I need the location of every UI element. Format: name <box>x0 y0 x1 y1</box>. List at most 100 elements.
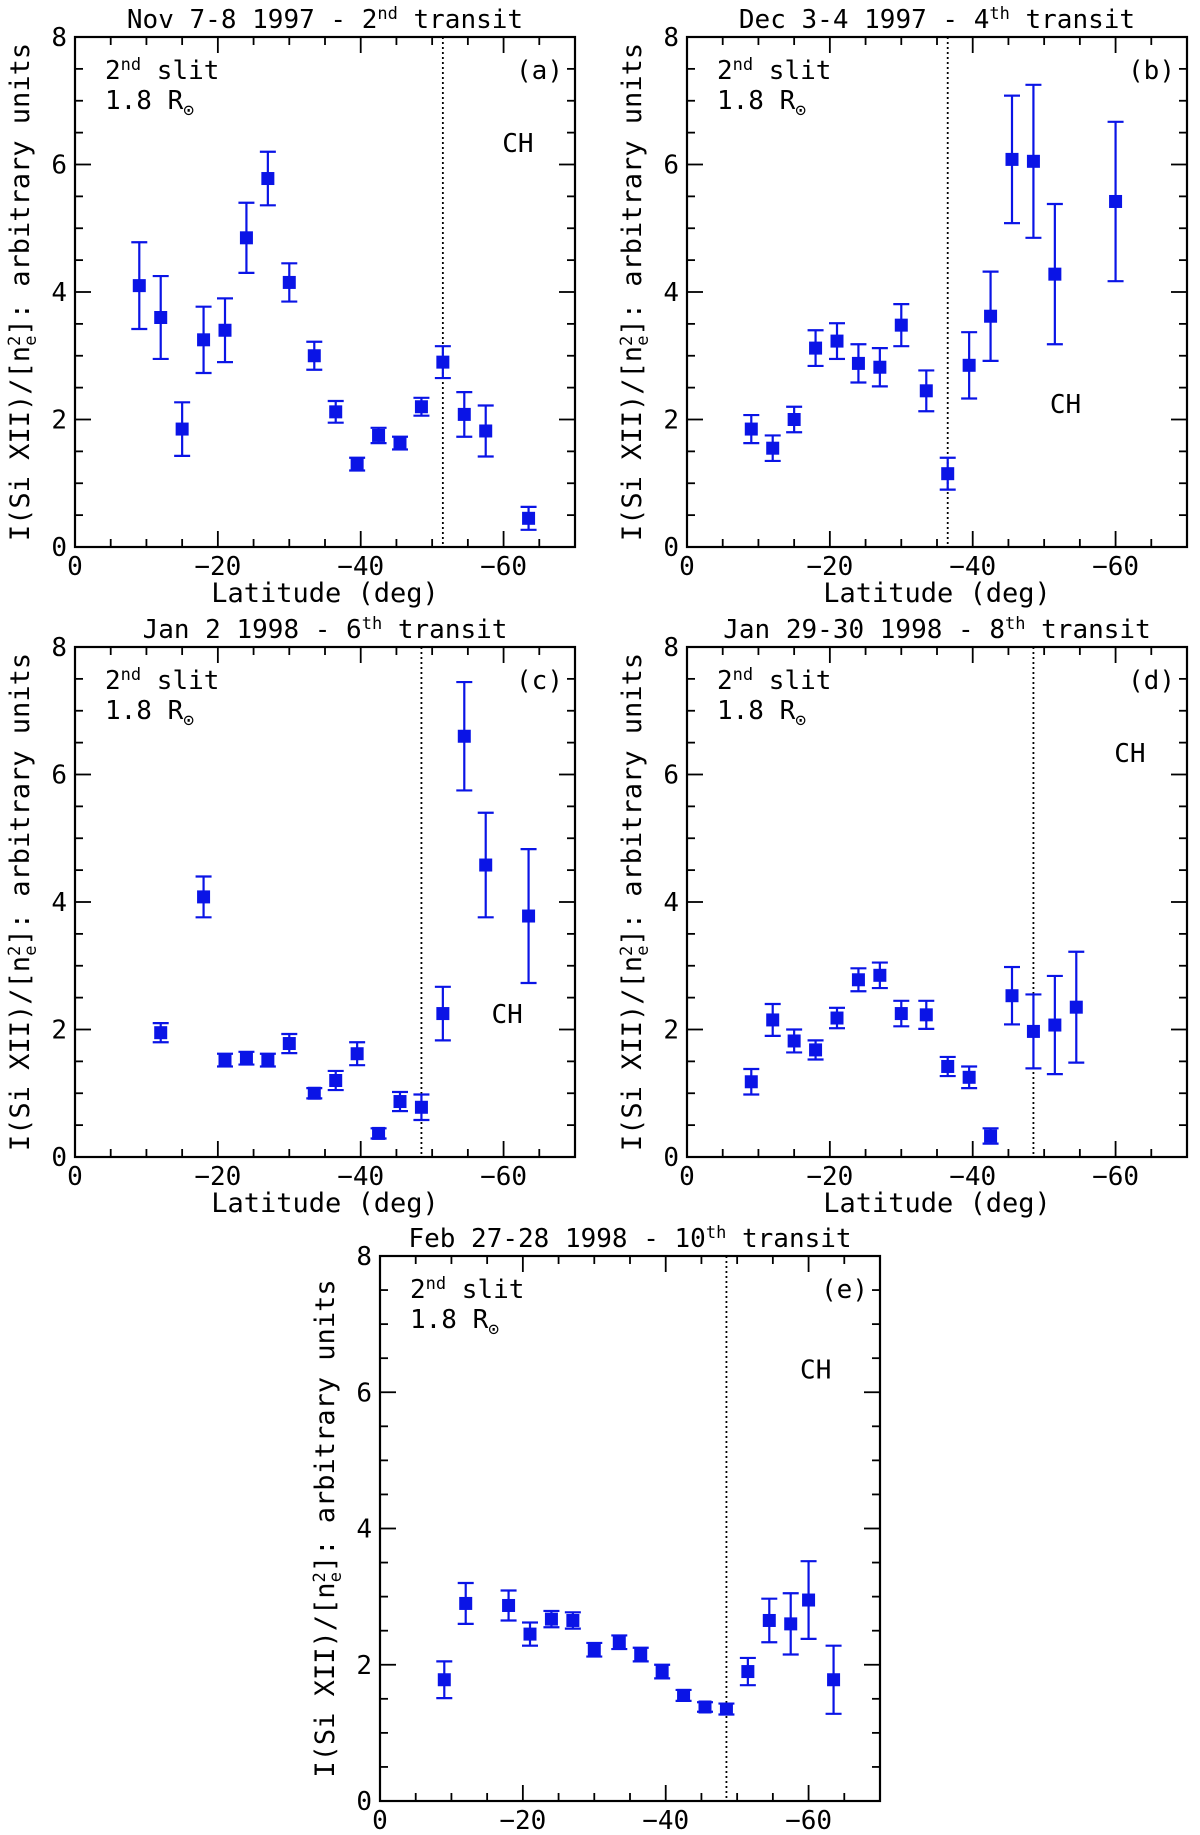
data-point <box>281 262 298 303</box>
panel-title: Jan 2 1998 - 6th transit <box>143 614 508 645</box>
data-point <box>982 1127 999 1145</box>
data-point <box>392 435 408 451</box>
data-point <box>217 1052 233 1068</box>
data-point <box>611 1634 628 1651</box>
data-marker <box>197 333 211 347</box>
y-tick-label: 4 <box>51 888 67 918</box>
data-point <box>939 456 956 491</box>
data-marker <box>744 422 758 436</box>
x-tick-label: −20 <box>499 1806 546 1835</box>
data-point <box>477 404 494 458</box>
sun-symbol: ⊙ <box>795 100 806 121</box>
y-axis-label: I(Si XII)/[n2e]: arbitrary units <box>5 653 41 1151</box>
y-tick-label: 6 <box>663 761 679 791</box>
data-marker <box>873 968 887 982</box>
data-point <box>195 875 212 919</box>
ch-label: CH <box>502 129 533 159</box>
x-tick-label: −60 <box>785 1806 832 1835</box>
data-marker <box>459 1596 473 1610</box>
data-point <box>918 369 935 413</box>
data-marker <box>436 355 450 369</box>
slit-superscript: nd <box>121 55 141 75</box>
sun-symbol: ⊙ <box>183 100 194 121</box>
data-marker <box>437 1673 451 1687</box>
data-point <box>392 1090 408 1113</box>
data-point <box>939 1055 956 1078</box>
data-point <box>675 1688 692 1702</box>
data-point <box>1025 83 1042 239</box>
title-text: Dec 3-4 1997 - 4 <box>739 5 989 35</box>
data-marker <box>762 1613 776 1627</box>
ylabel-text: I(Si XII)/[n <box>617 346 648 541</box>
y-tick-label: 8 <box>51 633 67 663</box>
slit-superscript: nd <box>733 55 753 75</box>
data-marker <box>393 436 407 450</box>
data-marker <box>436 1007 450 1021</box>
data-point <box>829 322 845 361</box>
x-axis-label: Latitude (deg) <box>211 578 439 609</box>
panel-label: (a) <box>516 56 563 86</box>
data-marker <box>1048 1018 1062 1032</box>
panel-title: Dec 3-4 1997 - 4th transit <box>739 4 1135 35</box>
slit-word: slit <box>753 666 831 696</box>
data-marker <box>329 405 343 419</box>
slit-word: slit <box>753 56 831 86</box>
data-marker <box>809 1043 823 1057</box>
data-point <box>800 1560 817 1640</box>
y-tick-label: 6 <box>51 761 67 791</box>
y-tick-label: 2 <box>51 1016 67 1046</box>
data-point <box>718 1702 735 1716</box>
data-point <box>152 1022 169 1044</box>
data-point <box>327 399 344 424</box>
y-tick-label: 2 <box>663 1016 679 1046</box>
ylabel-superscript: 2 <box>5 946 25 956</box>
data-point <box>522 1621 538 1647</box>
ch-label: CH <box>800 1356 831 1386</box>
data-point <box>327 1069 344 1092</box>
plot-frame <box>378 1254 882 1803</box>
data-marker <box>522 909 536 923</box>
radius-label: 1.8 R⊙ <box>105 696 194 731</box>
data-point <box>761 1597 778 1644</box>
radius-value: 1.8 R <box>105 86 184 116</box>
data-point <box>370 426 387 445</box>
x-tick-label: 0 <box>372 1806 388 1835</box>
data-point <box>564 1611 581 1630</box>
x-tick-label: −20 <box>194 552 241 582</box>
data-point <box>477 811 494 919</box>
x-tick-label: −60 <box>1092 1162 1139 1192</box>
data-point <box>195 305 212 375</box>
y-tick-label: 6 <box>663 151 679 181</box>
x-tick-label: −40 <box>337 1162 384 1192</box>
title-end: transit <box>726 1224 851 1254</box>
title-end: transit <box>382 615 507 645</box>
data-marker <box>655 1665 669 1679</box>
data-marker <box>239 231 253 245</box>
radius-value: 1.8 R <box>410 1305 489 1335</box>
data-point <box>306 1086 323 1100</box>
data-marker <box>175 422 189 436</box>
data-marker <box>741 1665 755 1679</box>
data-marker <box>350 457 364 471</box>
title-superscript: th <box>989 4 1009 24</box>
x-axis-label: Latitude (deg) <box>823 1188 1051 1219</box>
ylabel-text: I(Si XII)/[n <box>5 346 36 541</box>
data-marker <box>261 1053 275 1067</box>
data-marker <box>894 1007 908 1021</box>
data-point <box>825 1644 842 1715</box>
data-point <box>871 347 888 388</box>
data-marker <box>1005 989 1019 1003</box>
data-marker <box>984 1129 998 1143</box>
data-marker <box>894 318 908 332</box>
data-marker <box>766 1013 780 1027</box>
x-axis-label: Latitude (deg) <box>516 1832 744 1835</box>
data-marker <box>282 275 296 289</box>
data-point <box>1046 974 1063 1076</box>
data-marker <box>566 1613 580 1627</box>
data-marker <box>677 1688 691 1702</box>
data-point <box>850 343 867 384</box>
data-point <box>871 961 888 990</box>
title-text: Nov 7-8 1997 - 2 <box>127 5 377 35</box>
data-marker <box>197 890 211 904</box>
radius-label: 1.8 R⊙ <box>410 1305 499 1340</box>
